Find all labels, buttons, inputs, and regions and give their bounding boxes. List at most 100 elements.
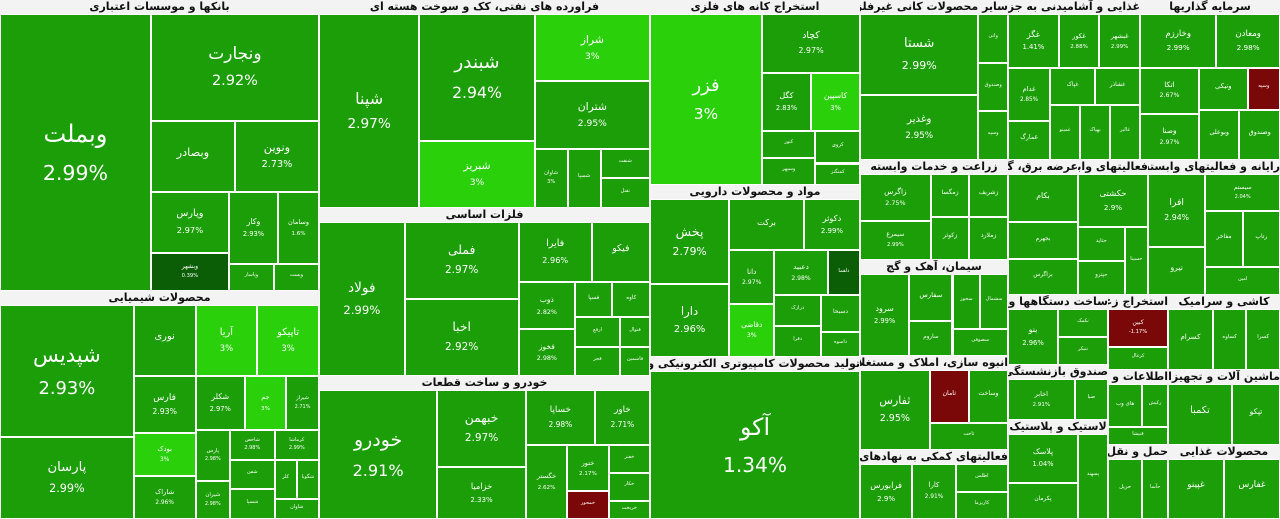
stock-tile[interactable]: پارسان 2.99% bbox=[0, 436, 134, 519]
stock-tile[interactable]: امین bbox=[1205, 267, 1280, 295]
stock-tile[interactable]: شیراز 2.71% bbox=[286, 376, 319, 430]
stock-tile[interactable]: سفارس bbox=[909, 274, 953, 321]
stock-tile[interactable]: ذوب 2.82% bbox=[518, 282, 575, 330]
stock-tile[interactable]: وصنا 2.97% bbox=[1140, 113, 1199, 160]
stock-tile[interactable]: غمارگ bbox=[1008, 120, 1050, 160]
stock-tile[interactable]: درازک bbox=[774, 295, 822, 327]
stock-tile[interactable]: شفن bbox=[230, 459, 275, 490]
stock-tile[interactable]: افرا 2.94% bbox=[1148, 174, 1206, 247]
stock-tile[interactable]: کمنگنز bbox=[815, 163, 860, 185]
stock-tile[interactable]: سشمال bbox=[980, 274, 1008, 329]
stock-tile[interactable]: وپارس 2.97% bbox=[150, 191, 229, 253]
stock-tile[interactable]: زاگرس 2.75% bbox=[860, 174, 931, 221]
stock-tile[interactable]: اخبا 2.92% bbox=[404, 299, 519, 376]
stock-tile[interactable]: شاراک 2.96% bbox=[133, 476, 196, 519]
stock-tile[interactable]: فرابورس 2.9% bbox=[860, 464, 913, 519]
stock-tile[interactable]: شاوان 3% bbox=[534, 148, 568, 208]
stock-tile[interactable]: برکت bbox=[729, 199, 804, 251]
stock-tile[interactable]: فایرا 2.96% bbox=[518, 222, 592, 283]
stock-tile[interactable]: اطلس bbox=[955, 464, 1008, 492]
stock-tile[interactable]: حتاید bbox=[1078, 226, 1125, 261]
stock-tile[interactable]: تپکو bbox=[1232, 384, 1280, 445]
stock-tile[interactable]: زشریف bbox=[969, 174, 1008, 217]
stock-tile[interactable]: واتی bbox=[978, 14, 1008, 63]
stock-tile[interactable]: نکمک bbox=[1058, 309, 1108, 337]
stock-tile[interactable]: دعبید 2.98% bbox=[774, 250, 828, 296]
stock-tile[interactable]: کلر bbox=[274, 459, 297, 500]
stock-tile[interactable]: فملی 2.97% bbox=[404, 222, 519, 299]
stock-tile[interactable]: کساوه bbox=[1212, 309, 1247, 370]
stock-tile[interactable]: غپینو bbox=[1168, 459, 1224, 519]
stock-tile[interactable]: حکشتی 2.9% bbox=[1078, 174, 1148, 227]
stock-tile[interactable]: وبوعلی bbox=[1198, 109, 1240, 160]
stock-tile[interactable]: خبهمن 2.97% bbox=[437, 390, 526, 468]
stock-tile[interactable]: ثامان bbox=[929, 370, 969, 424]
stock-tile[interactable]: غپاک bbox=[1050, 68, 1095, 105]
stock-tile[interactable]: شتران 2.95% bbox=[534, 81, 650, 149]
stock-tile[interactable]: خکار bbox=[608, 472, 650, 501]
stock-tile[interactable]: فولاد 2.99% bbox=[319, 222, 405, 376]
stock-tile[interactable]: رکیش bbox=[1142, 384, 1168, 427]
stock-tile[interactable]: ونجارت 2.92% bbox=[150, 14, 319, 121]
stock-tile[interactable]: تکمبا bbox=[1168, 384, 1232, 445]
stock-tile[interactable]: ثفارس 2.95% bbox=[860, 370, 930, 450]
stock-tile[interactable]: خساپا 2.98% bbox=[525, 390, 595, 446]
stock-tile[interactable]: ومعادن 2.98% bbox=[1216, 14, 1280, 68]
stock-tile[interactable]: فجر bbox=[574, 346, 620, 376]
stock-tile[interactable]: بزاگرس bbox=[1008, 258, 1078, 295]
stock-tile[interactable]: نفتل bbox=[600, 178, 650, 208]
stock-tile[interactable]: حپترو bbox=[1078, 260, 1125, 295]
stock-tile[interactable]: فسپا bbox=[574, 282, 613, 318]
stock-tile[interactable]: پلاسک 1.04% bbox=[1008, 434, 1078, 483]
stock-tile[interactable]: کروی bbox=[815, 131, 860, 164]
stock-tile[interactable]: فارس 2.93% bbox=[133, 376, 196, 434]
stock-tile[interactable]: سیمرغ 2.99% bbox=[860, 220, 931, 260]
stock-tile[interactable]: غشاذر bbox=[1095, 68, 1140, 105]
stock-tile[interactable]: شستا 2.99% bbox=[860, 14, 979, 96]
stock-tile[interactable]: حریل bbox=[1108, 459, 1143, 519]
stock-tile[interactable]: آکو 1.34% bbox=[650, 371, 860, 519]
stock-tile[interactable]: وساخت bbox=[968, 370, 1008, 424]
stock-tile[interactable]: شپدیس 2.93% bbox=[0, 305, 134, 437]
stock-tile[interactable]: ونیکی bbox=[1198, 67, 1248, 110]
stock-tile[interactable]: شاوان bbox=[274, 499, 319, 519]
stock-tile[interactable]: کاریزما bbox=[955, 491, 1008, 519]
stock-tile[interactable]: ختور 2.17% bbox=[567, 445, 609, 492]
stock-tile[interactable]: وپاسار bbox=[228, 264, 274, 291]
stock-tile[interactable]: ونوین 2.73% bbox=[234, 120, 319, 192]
stock-tile[interactable]: غمینو bbox=[1050, 104, 1080, 160]
stock-tile[interactable]: حسینا bbox=[1124, 226, 1148, 295]
stock-tile[interactable]: خزامیا 2.33% bbox=[437, 467, 526, 519]
stock-tile[interactable]: تاپیکو 3% bbox=[257, 305, 319, 377]
stock-tile[interactable]: دکوثر 2.99% bbox=[803, 199, 860, 251]
stock-tile[interactable]: اتکا 2.67% bbox=[1140, 67, 1199, 114]
stock-tile[interactable]: دفرا bbox=[774, 326, 822, 357]
stock-tile[interactable]: وبصادر bbox=[150, 120, 235, 192]
stock-tile[interactable]: سخوز bbox=[952, 274, 981, 329]
stock-tile[interactable]: وسپهر bbox=[762, 158, 816, 185]
stock-tile[interactable]: وکار 2.93% bbox=[228, 191, 279, 265]
stock-tile[interactable]: نیرو bbox=[1148, 246, 1206, 295]
stock-tile[interactable]: غگز 1.41% bbox=[1008, 14, 1059, 69]
stock-tile[interactable]: کارا 2.91% bbox=[912, 464, 956, 519]
stock-tile[interactable]: شبریز 3% bbox=[419, 140, 535, 208]
stock-tile[interactable]: فخوز 2.98% bbox=[518, 329, 575, 376]
stock-tile[interactable]: اخابر 2.91% bbox=[1008, 379, 1075, 420]
stock-tile[interactable]: شبندر 2.94% bbox=[419, 14, 535, 141]
stock-tile[interactable]: پسهند bbox=[1078, 434, 1108, 519]
stock-tile[interactable]: فاسمین bbox=[619, 346, 650, 376]
stock-tile[interactable]: آریا 3% bbox=[195, 305, 258, 377]
stock-tile[interactable]: خمحور bbox=[567, 491, 609, 519]
stock-tile[interactable]: وبشهر 0.39% bbox=[150, 252, 229, 291]
stock-tile[interactable]: زملارد bbox=[969, 217, 1008, 260]
stock-tile[interactable]: شسپا bbox=[567, 148, 601, 208]
stock-tile[interactable]: کاسپین 3% bbox=[811, 72, 860, 132]
stock-tile[interactable]: شسپا bbox=[230, 489, 275, 519]
stock-tile[interactable]: کگل 2.83% bbox=[762, 72, 811, 132]
stock-tile[interactable]: شیران 2.98% bbox=[195, 480, 231, 519]
stock-tile[interactable]: بجهرم bbox=[1008, 222, 1078, 259]
stock-tile[interactable]: شراز 3% bbox=[534, 14, 650, 82]
stock-tile[interactable]: کسرام bbox=[1168, 309, 1213, 370]
stock-tile[interactable]: کاوه bbox=[612, 282, 650, 318]
stock-tile[interactable]: وسپه bbox=[1247, 67, 1280, 110]
